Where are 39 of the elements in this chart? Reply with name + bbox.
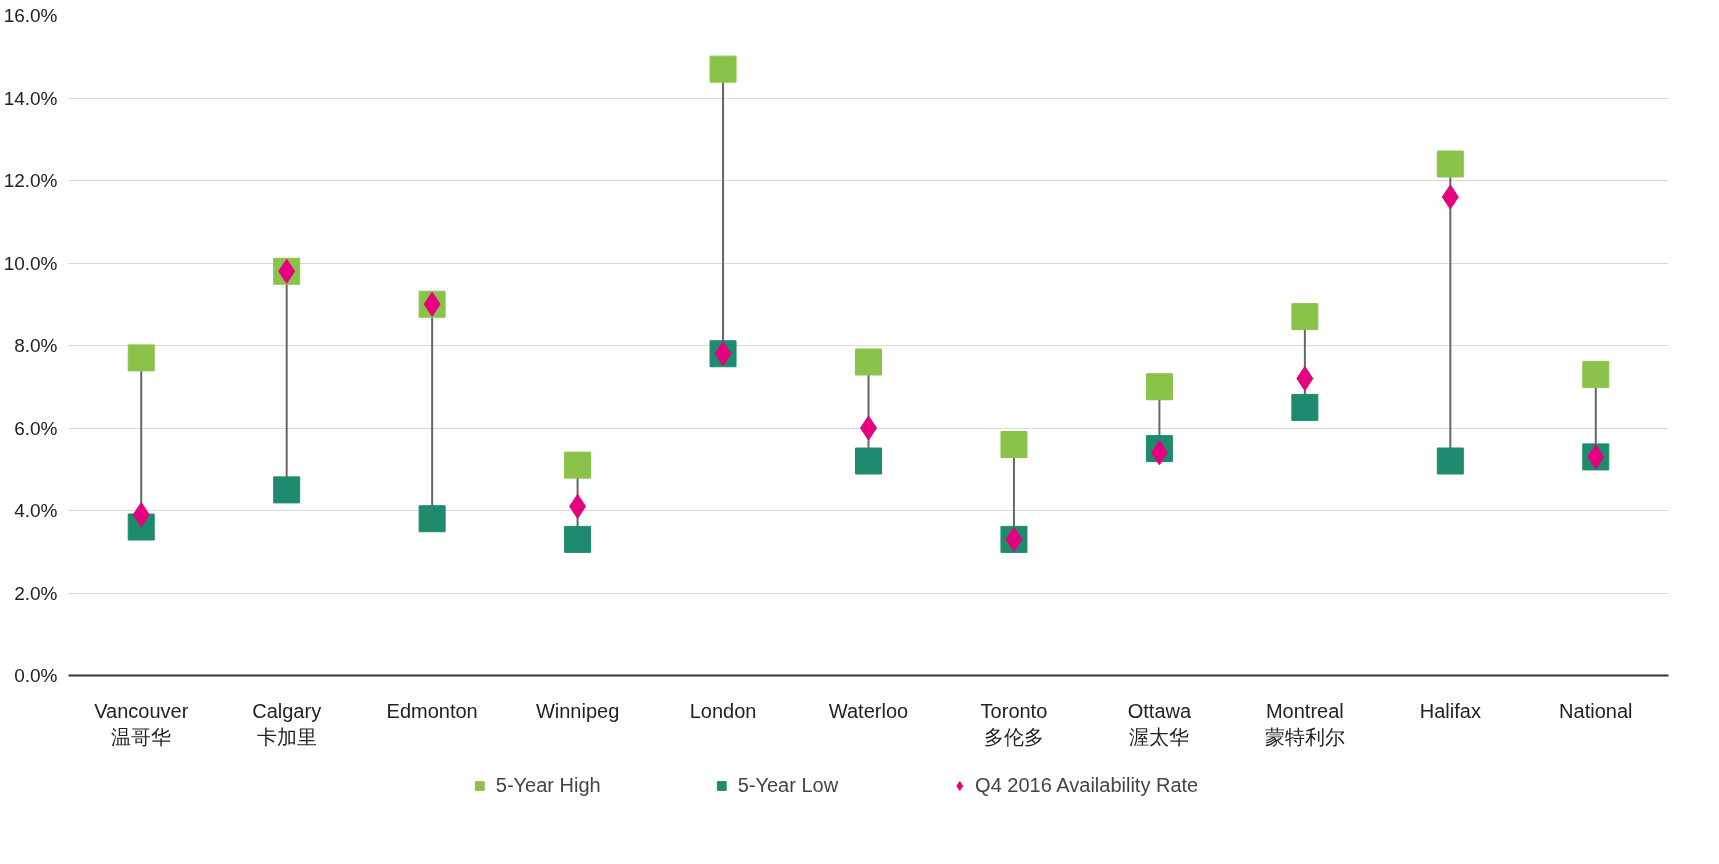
y-tick-label: 16.0%: [3, 5, 58, 26]
y-tick-label: 10.0%: [3, 252, 58, 274]
x-tick-label: Calgary 卡加里: [252, 699, 322, 748]
x-tick-label: Edmonton: [386, 699, 478, 722]
point: [564, 525, 592, 553]
x-tick-label: Montreal 蒙特利尔: [1264, 699, 1345, 748]
y-tick-label: 6.0%: [14, 417, 58, 439]
x-tick-label: Vancouver 温哥华: [94, 699, 189, 748]
x-tick-label: Ottawa 渥太华: [1127, 699, 1192, 748]
y-tick-label: 14.0%: [3, 87, 58, 109]
x-tick-label: London: [689, 699, 757, 722]
point: [855, 348, 882, 376]
point: [273, 476, 301, 504]
x-tick-label: National: [1559, 699, 1633, 722]
y-tick-label: 0.0%: [14, 665, 58, 686]
point: [1436, 447, 1464, 475]
point: [1582, 360, 1610, 388]
point: [1000, 431, 1028, 458]
y-tick-label: 12.0%: [3, 170, 58, 191]
point: [1145, 373, 1173, 401]
x-tick-label: Toronto 多伦多: [980, 699, 1048, 748]
point: [709, 55, 737, 83]
point: [564, 451, 592, 479]
y-tick-label: 4.0%: [14, 500, 58, 521]
legend-label: Q4 2016 Availability Rate: [975, 773, 1199, 797]
point: [1291, 303, 1319, 331]
x-tick-label: Halifax: [1419, 699, 1481, 722]
y-tick-label: 2.0%: [14, 582, 58, 604]
legend-label: 5-Year High: [495, 773, 601, 797]
point: [418, 505, 446, 533]
x-tick-label: Winnipeg: [535, 699, 620, 722]
point: [1296, 366, 1314, 391]
point: [1436, 150, 1464, 178]
legend-label: 5-Year Low: [737, 773, 839, 797]
y-tick-label: 8.0%: [14, 335, 58, 356]
x-tick-label: Waterloo: [828, 699, 909, 722]
point: [127, 344, 155, 372]
point: [1291, 393, 1319, 421]
point: [855, 447, 882, 475]
